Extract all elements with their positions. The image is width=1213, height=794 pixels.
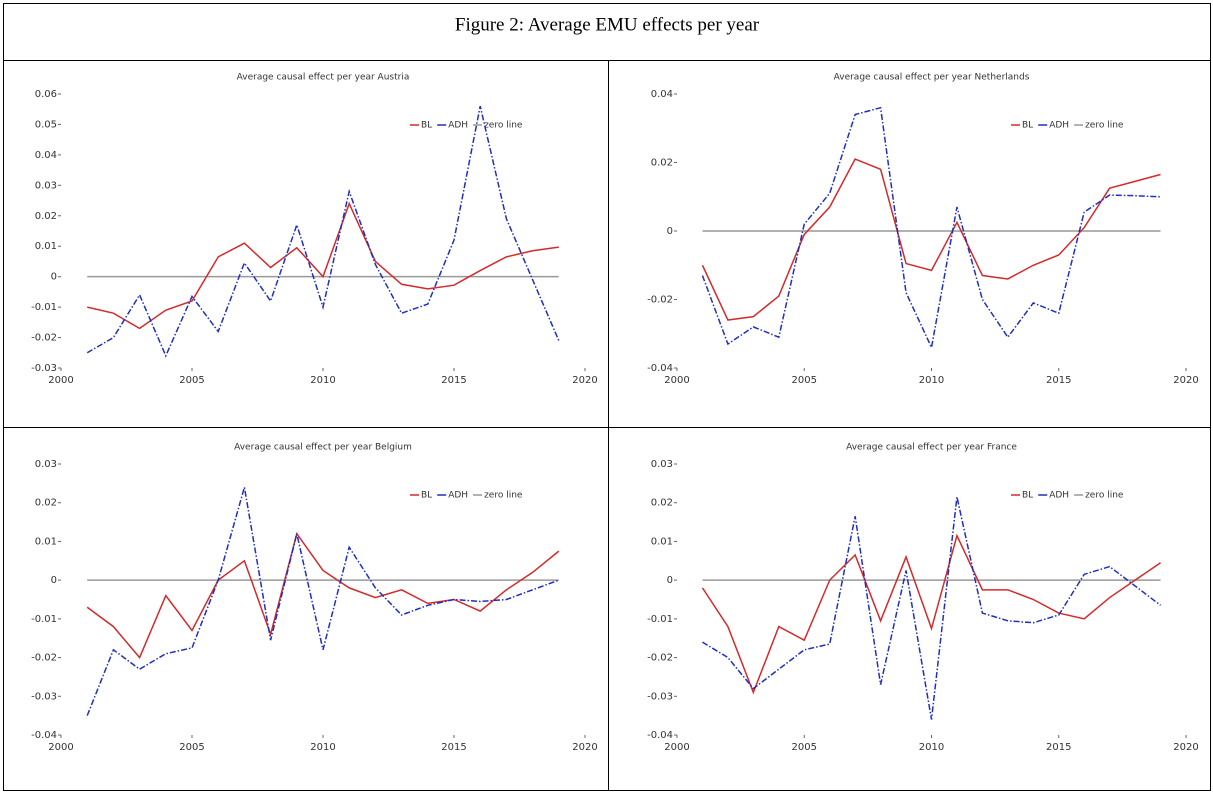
y-tick-label: -0.01: [647, 614, 673, 625]
y-tick-label: -0.04: [647, 730, 673, 741]
x-tick-label: 2000: [48, 742, 73, 753]
y-tick-label: 0.03: [651, 459, 673, 470]
series-line: [701, 533, 1161, 695]
legend-label: ADH: [448, 121, 468, 131]
legend-label: BL: [1022, 121, 1033, 131]
series-line: [86, 531, 560, 659]
y-tick-label: -0.03: [31, 363, 57, 374]
y-tick-label: 0.02: [651, 158, 673, 169]
y-tick-label: -0.03: [31, 691, 57, 702]
x-tick-label: 2000: [664, 375, 689, 386]
y-tick-label: -0.01: [31, 302, 57, 313]
y-tick-label: -0.02: [31, 333, 57, 344]
legend-label: zero line: [1085, 121, 1124, 131]
series-line: [87, 201, 559, 330]
y-tick-label: -0.01: [31, 614, 57, 625]
x-tick-label: 2005: [179, 742, 204, 753]
x-tick-label: 2010: [919, 375, 944, 386]
y-tick-label: -0.04: [31, 730, 57, 741]
chart-title: Average causal effect per year Belgium: [234, 443, 412, 453]
x-tick-label: 2000: [664, 742, 689, 753]
x-tick-label: 2010: [919, 742, 944, 753]
y-tick-label: 0: [667, 575, 673, 586]
chart-title: Average causal effect per year Netherlan…: [834, 73, 1030, 83]
x-tick-label: 2020: [572, 375, 597, 386]
legend-label: ADH: [1049, 121, 1069, 131]
y-tick-label: -0.02: [647, 653, 673, 664]
series-line: [702, 496, 1162, 720]
legend-label: BL: [1022, 491, 1033, 501]
x-tick-label: 2015: [441, 742, 466, 753]
x-tick-label: 2010: [310, 742, 335, 753]
legend-label: zero line: [484, 121, 523, 131]
y-tick-label: -0.04: [647, 363, 673, 374]
y-tick-label: 0.02: [35, 498, 57, 509]
x-tick-label: 2000: [48, 375, 73, 386]
y-tick-label: 0: [51, 575, 57, 586]
figure-title: Figure 2: Average EMU effects per year: [455, 14, 760, 35]
legend-label: ADH: [1049, 491, 1069, 501]
y-tick-label: 0.06: [35, 89, 57, 100]
y-tick-label: 0.02: [35, 211, 57, 222]
x-tick-label: 2015: [1046, 375, 1071, 386]
y-tick-label: 0.02: [651, 498, 673, 509]
legend-label: BL: [421, 491, 432, 501]
x-tick-label: 2020: [572, 742, 597, 753]
y-tick-label: 0.04: [651, 89, 673, 100]
frame: [3, 3, 1211, 791]
legend-label: zero line: [484, 491, 523, 501]
legend-label: zero line: [1085, 491, 1124, 501]
series-line: [701, 106, 1161, 350]
chart-title: Average causal effect per year France: [846, 443, 1017, 453]
x-tick-label: 2005: [792, 742, 817, 753]
legend-label: ADH: [448, 491, 468, 501]
x-tick-label: 2010: [310, 375, 335, 386]
series-line: [701, 158, 1161, 321]
y-tick-label: 0.01: [35, 536, 57, 547]
x-tick-label: 2015: [1046, 742, 1071, 753]
x-tick-label: 2005: [179, 375, 204, 386]
y-tick-label: 0.01: [651, 536, 673, 547]
x-tick-label: 2015: [441, 375, 466, 386]
y-tick-label: -0.03: [647, 691, 673, 702]
y-tick-label: 0.04: [35, 150, 57, 161]
legend-label: BL: [421, 121, 432, 131]
x-tick-label: 2005: [792, 375, 817, 386]
x-tick-label: 2020: [1173, 375, 1198, 386]
y-tick-label: 0: [51, 272, 57, 283]
series-line: [86, 106, 560, 358]
y-tick-label: -0.02: [647, 295, 673, 306]
series-line: [86, 487, 560, 716]
y-tick-label: 0.03: [35, 459, 57, 470]
y-tick-label: 0.05: [35, 119, 57, 130]
y-tick-label: -0.02: [31, 653, 57, 664]
y-tick-label: 0: [667, 226, 673, 237]
y-tick-label: 0.01: [35, 241, 57, 252]
y-tick-label: 0.03: [35, 180, 57, 191]
x-tick-label: 2020: [1173, 742, 1198, 753]
chart-title: Average causal effect per year Austria: [237, 73, 410, 83]
